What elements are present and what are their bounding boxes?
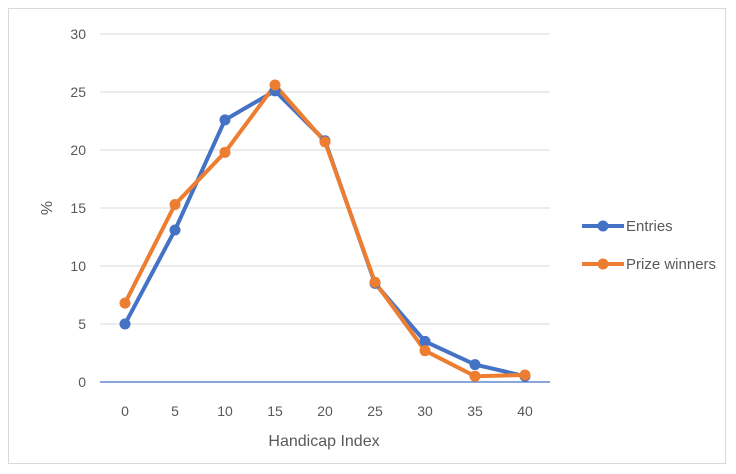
y-tick-label: 20	[70, 142, 86, 158]
legend-label: Prize winners	[626, 256, 716, 273]
y-tick-label: 15	[70, 200, 86, 216]
data-point	[219, 114, 231, 126]
x-tick-label: 25	[367, 403, 383, 419]
data-point	[169, 199, 181, 211]
y-tick-label: 10	[70, 258, 86, 274]
data-point	[169, 224, 181, 236]
legend-swatch-marker	[597, 220, 609, 232]
data-point	[319, 136, 331, 148]
y-tick-label: 5	[78, 316, 86, 332]
legend-label: Entries	[626, 218, 673, 235]
x-tick-label: 30	[417, 403, 433, 419]
x-axis-title: Handicap Index	[268, 433, 379, 450]
y-tick-label: 0	[78, 374, 86, 390]
data-point	[269, 79, 281, 91]
data-point	[369, 276, 381, 288]
legend-swatch-marker	[597, 258, 609, 270]
gridlines	[100, 33, 550, 325]
x-tick-label: 20	[317, 403, 333, 419]
x-tick-label: 0	[121, 403, 129, 419]
x-tick-label: 5	[171, 403, 179, 419]
data-point	[119, 318, 131, 330]
chart-frame	[8, 8, 726, 464]
y-tick-label: 30	[70, 26, 86, 42]
data-point	[119, 297, 131, 309]
x-tick-label: 40	[517, 403, 533, 419]
y-axis-title: %	[39, 201, 56, 215]
series-line-1	[123, 83, 526, 379]
series-line-0	[123, 88, 526, 379]
x-tick-label: 35	[467, 403, 483, 419]
x-tick-label: 15	[267, 403, 283, 419]
y-tick-labels: 0 5 10 15 20 25 30	[70, 26, 86, 390]
data-point	[419, 345, 431, 357]
series-group	[119, 79, 531, 382]
x-tick-labels: 0 5 10 15 20 25 30 35 40	[121, 403, 533, 419]
data-point	[419, 335, 431, 347]
data-point	[469, 359, 481, 371]
y-tick-label: 25	[70, 84, 86, 100]
data-point	[219, 146, 231, 158]
data-point	[519, 369, 531, 381]
legend: Entries Prize winners	[582, 218, 716, 273]
x-tick-label: 10	[217, 403, 233, 419]
data-point	[469, 370, 481, 382]
